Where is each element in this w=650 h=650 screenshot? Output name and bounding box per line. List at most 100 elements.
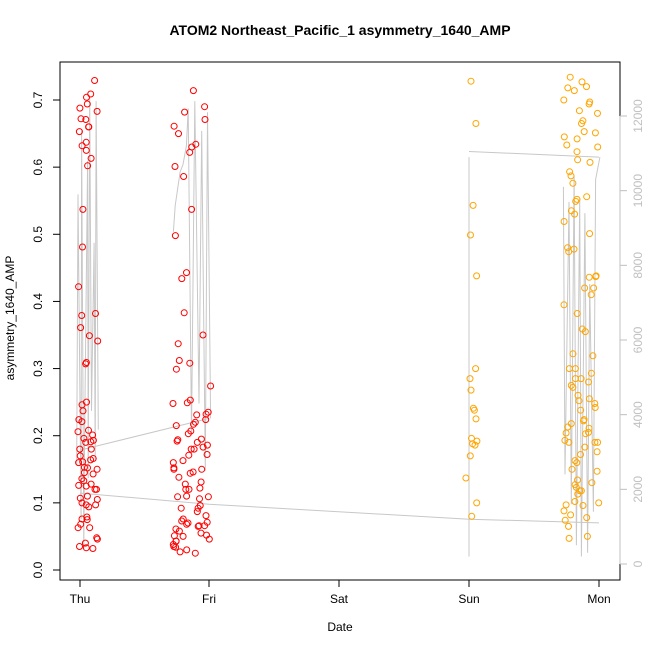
data-point-red-139: [198, 465, 206, 473]
data-point-orange-78: [560, 301, 568, 309]
data-point-red-37: [80, 434, 88, 442]
plot-frame: [59, 61, 621, 581]
data-point-red-4: [82, 146, 90, 154]
data-point-orange-42: [573, 148, 581, 156]
data-point-orange-46: [586, 230, 594, 238]
data-point-red-105: [175, 473, 183, 481]
data-point-orange-9: [470, 406, 478, 414]
data-point-orange-108: [580, 416, 588, 424]
data-point-orange-64: [560, 507, 568, 515]
data-point-red-133: [172, 422, 180, 430]
data-point-red-91: [183, 546, 191, 554]
data-point-red-119: [175, 130, 182, 138]
secondary-line-4: [468, 151, 600, 158]
data-point-red-160: [189, 468, 197, 476]
data-point-red-51: [87, 90, 95, 98]
data-point-orange-54: [574, 391, 582, 399]
x-tick-label: Thu: [70, 592, 91, 606]
data-point-red-49: [81, 539, 89, 547]
data-point-orange-71: [574, 156, 582, 164]
data-point-red-2: [75, 128, 83, 136]
data-point-red-148: [172, 525, 180, 533]
y-tick-label: 0.5: [31, 226, 45, 243]
data-point-orange-99: [569, 179, 577, 187]
data-point-orange-18: [468, 512, 476, 520]
data-point-orange-97: [580, 128, 588, 136]
data-point-orange-89: [573, 459, 581, 467]
data-point-red-13: [75, 459, 83, 467]
data-point-orange-17: [473, 499, 481, 507]
data-point-orange-15: [466, 452, 474, 460]
data-point-red-15: [78, 475, 86, 483]
y-tick-label: 0.0: [31, 561, 45, 578]
data-point-red-66: [83, 93, 90, 101]
data-point-orange-80: [569, 350, 577, 358]
x-tick-label: Sun: [458, 592, 479, 606]
data-point-red-103: [179, 457, 187, 465]
data-point-red-19: [83, 516, 91, 524]
data-point-red-38: [76, 452, 84, 460]
data-point-red-76: [204, 408, 212, 416]
data-point-red-55: [75, 416, 83, 424]
data-point-orange-88: [593, 448, 601, 456]
y2-tick-label: 6000: [631, 326, 645, 353]
data-point-red-41: [80, 469, 88, 477]
data-point-red-125: [183, 269, 190, 277]
data-point-orange-94: [567, 511, 575, 519]
data-point-red-128: [199, 331, 207, 339]
data-point-red-72: [79, 458, 87, 466]
data-point-orange-111: [594, 438, 602, 446]
data-point-orange-27: [561, 436, 569, 444]
data-point-red-12: [87, 438, 95, 446]
y-tick-label: 0.7: [31, 91, 45, 108]
data-point-orange-49: [581, 284, 589, 292]
data-point-red-3: [78, 142, 86, 150]
data-point-red-107: [196, 495, 203, 503]
data-point-red-29: [85, 123, 93, 131]
data-point-red-7: [92, 310, 99, 317]
data-point-orange-10: [472, 415, 480, 423]
data-point-red-60: [93, 465, 101, 473]
data-point-orange-16: [462, 474, 470, 482]
data-point-orange-5: [472, 365, 480, 373]
data-point-orange-115: [579, 502, 587, 509]
data-point-orange-67: [575, 107, 583, 115]
data-point-red-65: [91, 77, 99, 84]
data-point-red-101: [199, 443, 207, 451]
data-point-red-83: [183, 492, 191, 500]
data-point-red-44: [78, 499, 86, 507]
secondary-line-6: [562, 157, 601, 557]
data-point-orange-83: [585, 395, 593, 403]
data-point-red-85: [184, 519, 192, 527]
data-point-orange-60: [568, 465, 576, 473]
data-point-red-124: [171, 232, 179, 240]
data-point-orange-69: [591, 129, 599, 137]
y2-tick-label: 8000: [631, 252, 645, 279]
data-point-red-116: [189, 87, 197, 95]
data-point-orange-33: [583, 532, 591, 540]
data-point-red-162: [174, 493, 182, 501]
y-axis-label: asymmetry_1640_AMP: [3, 256, 17, 381]
data-point-red-14: [84, 464, 91, 472]
data-point-orange-73: [573, 195, 581, 203]
data-point-red-163: [203, 518, 211, 526]
data-point-red-84: [177, 504, 185, 512]
data-point-red-159: [203, 441, 211, 449]
data-point-red-23: [93, 535, 101, 543]
data-point-red-50: [89, 545, 97, 552]
data-point-orange-37: [570, 87, 578, 95]
data-point-red-64: [82, 501, 90, 509]
data-point-red-135: [173, 437, 181, 445]
data-point-orange-59: [577, 451, 584, 458]
data-point-orange-84: [577, 406, 585, 414]
data-point-orange-44: [583, 193, 591, 201]
data-point-orange-82: [567, 381, 575, 389]
data-point-orange-92: [574, 490, 582, 498]
data-point-orange-109: [564, 423, 572, 431]
data-point-red-137: [185, 451, 193, 459]
data-point-orange-3: [467, 231, 474, 239]
data-point-red-63: [83, 492, 91, 500]
data-point-orange-81: [571, 365, 579, 373]
data-point-red-147: [183, 520, 191, 528]
